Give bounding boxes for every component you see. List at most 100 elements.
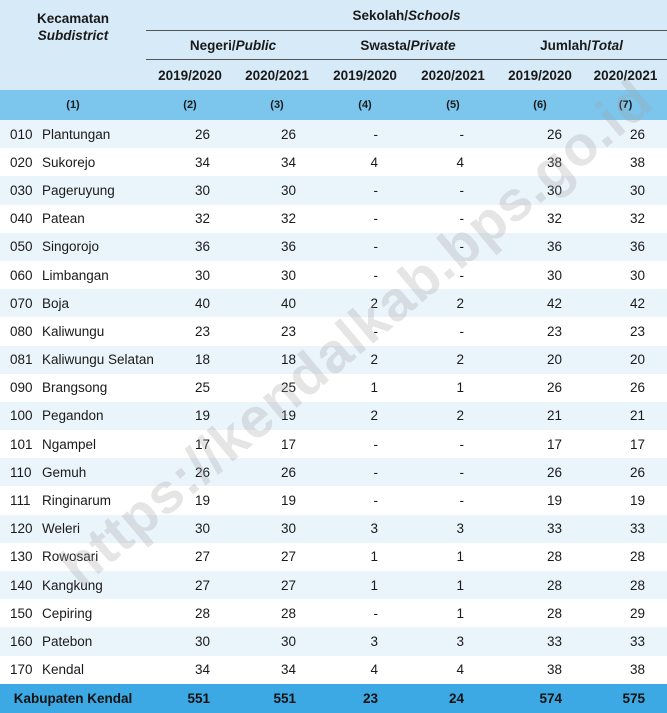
cell-value: 28 [496,599,585,628]
total-value: 23 [320,683,411,713]
cell-value: 26 [234,120,321,149]
table-row: 110 Gemuh 26 26- -26 26 [0,458,667,487]
cell-value: 30 [146,176,235,205]
cell-value: 2 [320,289,411,318]
cell-value: 23 [496,317,585,346]
cell-value: 33 [584,514,667,543]
subdistrict-code: 030 [0,176,38,205]
cell-value: 17 [496,430,585,459]
table-row: 130 Rowosari 27 27 1 1 28 28 [0,542,667,571]
subdistrict-name: Kaliwungu [38,317,147,346]
cell-value: 21 [584,401,667,431]
cell-value: 4 [410,148,497,177]
table-row: 120 Weleri 30 30 3 3 33 33 [0,514,667,543]
cell-value: 27 [146,542,235,571]
cell-value: - [410,260,497,290]
cell-value: 19 [496,486,585,515]
subdistrict-code: 110 [0,458,38,487]
subdistrict-code: 150 [0,599,38,628]
cell-value: 30 [496,260,585,290]
cell-value: 26 [496,373,585,402]
cell-value: 28 [496,571,585,600]
cell-value: 30 [146,260,235,290]
table-row: 160 Patebon 30 30 3 3 33 33 [0,627,667,656]
cell-value: 25 [234,373,321,402]
cell-value: 17 [234,430,321,459]
subdistrict-code: 010 [0,120,38,149]
subdistrict-code: 140 [0,571,38,600]
cell-value: 26 [584,373,667,402]
table-row: 030 Pageruyung 30 30- -30 30 [0,176,667,205]
subdistrict-name: Rowosari [38,542,147,571]
subdistrict-code: 081 [0,345,38,374]
cell-value: 19 [584,486,667,515]
subdistrict-code: 130 [0,542,38,571]
subdistrict-code: 050 [0,232,38,261]
cell-value: - [320,204,411,233]
cell-value: 2 [410,345,497,374]
table-row: 080 Kaliwungu 23 23- -23 23 [0,317,667,346]
table-row: 060 Limbangan 30 30- -30 30 [0,260,667,290]
cell-value: 2 [320,401,411,431]
subdistrict-name: Kendal [38,655,147,684]
cell-value: - [320,232,411,261]
subdistrict-name: Sukorejo [38,148,147,177]
cell-value: - [320,486,411,515]
total-label: Kabupaten Kendal [0,683,147,713]
cell-value: 26 [584,120,667,149]
cell-value: 36 [234,232,321,261]
table-row: 081 Kaliwungu Selatan 18 18 2 2 20 20 [0,345,667,374]
total-value: 575 [584,683,667,713]
cell-value: 2 [320,345,411,374]
total-row: Kabupaten Kendal 551 551 23 24 574 575 [0,683,667,713]
year-header: 2020/2021 [584,59,667,90]
table-row: 090 Brangsong 25 25 1 1 26 26 [0,373,667,402]
cell-value: 3 [410,514,497,543]
cell-value: 3 [320,514,411,543]
public-label-en: Public [235,37,277,53]
subdistrict-name: Brangsong [38,373,147,402]
cell-value: 34 [146,148,235,177]
cell-value: 1 [410,599,497,628]
cell-value: 19 [146,486,235,515]
cell-value: - [410,176,497,205]
cell-value: 30 [234,176,321,205]
subdistrict-code: 070 [0,289,38,318]
subdistrict-code: 060 [0,260,38,290]
cell-value: - [410,317,497,346]
cell-value: 30 [146,627,235,656]
column-index: (6) [496,90,585,120]
cell-value: 26 [234,458,321,487]
cell-value: 38 [496,148,585,177]
subdistrict-name: Patebon [38,627,147,656]
subdistrict-name: Plantungan [38,120,147,149]
cell-value: 30 [146,514,235,543]
cell-value: - [320,120,411,149]
cell-value: 18 [146,345,235,374]
column-index: (1) [0,90,147,120]
cell-value: 33 [584,627,667,656]
cell-value: 30 [234,514,321,543]
year-header: 2019/2020 [320,59,411,90]
total-value: 551 [234,683,321,713]
cell-value: 30 [584,260,667,290]
public-label-id: Negeri/ [189,37,236,53]
cell-value: 30 [234,260,321,290]
cell-value: 33 [496,514,585,543]
cell-value: 36 [146,232,235,261]
cell-value: 36 [584,232,667,261]
cell-value: - [320,458,411,487]
total-label-en: Total [591,37,623,53]
cell-value: 26 [584,458,667,487]
cell-value: 42 [584,289,667,318]
cell-value: 19 [234,401,321,431]
schools-label-en: Schools [408,7,461,23]
year-header: 2020/2021 [410,59,497,90]
cell-value: 20 [584,345,667,374]
cell-value: 34 [234,655,321,684]
table-row: 010 Plantungan 26 26- -26 26 [0,120,667,149]
subdistrict-name: Gemuh [38,458,147,487]
cell-value: 38 [584,148,667,177]
table-row: 070 Boja 40 40 2 2 42 42 [0,289,667,318]
